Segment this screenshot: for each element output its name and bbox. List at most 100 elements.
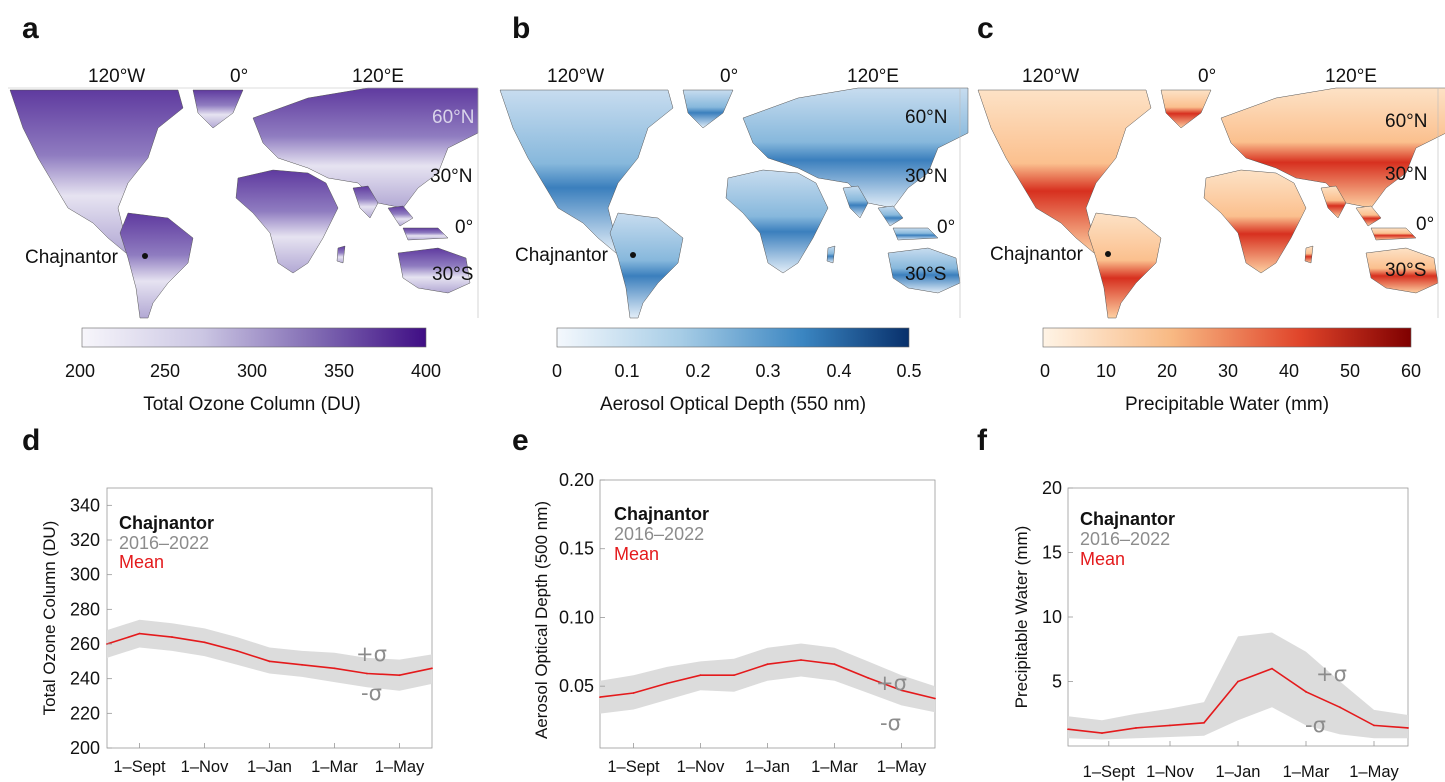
colorbar-tick: 0 — [552, 361, 562, 381]
y-tick-label: 260 — [70, 634, 100, 654]
y-tick-label: 280 — [70, 599, 100, 619]
panel-letter-d: d — [22, 424, 40, 457]
map-lat-label: 60°N — [432, 107, 474, 128]
mean-point — [1203, 721, 1205, 724]
x-tick-label: 1–Mar — [311, 758, 358, 776]
mean-point — [171, 636, 173, 638]
mean-point — [800, 659, 802, 661]
plus-sigma-label: +σ — [1316, 662, 1347, 686]
site-marker — [1105, 251, 1111, 257]
map-lon-label: 120°E — [1325, 66, 1377, 87]
chart-ozone-timeseries: 200 220 240 260 280 300 320 340 1–Sept 1–Nov 1–Jan… — [40, 487, 433, 776]
mean-point — [699, 674, 702, 677]
mean-point — [236, 650, 238, 652]
map-panel-aod: 120°W 0° 120°E 60°N 30°N 0° 30°S Chajnan… — [499, 66, 969, 415]
map-lon-label: 120°W — [547, 66, 604, 87]
y-tick-label: 240 — [70, 669, 100, 689]
site-label: Chajnantor — [515, 245, 609, 266]
x-tick-label: 1–Jan — [1216, 763, 1261, 781]
sigma-band — [600, 643, 935, 714]
legend-mean: Mean — [119, 552, 164, 572]
map-lat-label: 60°N — [1385, 111, 1427, 132]
y-tick-label: 200 — [70, 738, 100, 758]
map-lat-label: 30°S — [432, 264, 473, 285]
colorbar-tick: 20 — [1157, 361, 1177, 381]
y-tick-label: 20 — [1042, 478, 1062, 498]
legend-mean: Mean — [614, 544, 659, 564]
colorbar-tick: 50 — [1340, 361, 1360, 381]
colorbar-tick: 300 — [237, 361, 267, 381]
map-panel-ozone: 120°W 0° 120°E 60°N 30°N 0° 30°S Chajnan… — [8, 66, 479, 415]
mean-point — [934, 697, 936, 700]
mean-point — [366, 672, 368, 675]
sigma-band — [1068, 632, 1408, 740]
minus-sigma-label: -σ — [1305, 713, 1326, 737]
colorbar-tick: 30 — [1218, 361, 1238, 381]
y-tick-label: 0.10 — [559, 607, 594, 627]
x-tick-label: 1–Nov — [1146, 763, 1194, 781]
map-lat-label: 60°N — [905, 107, 947, 128]
y-tick-label: 300 — [70, 565, 100, 585]
y-tick-label: 320 — [70, 530, 100, 550]
map-lat-label: 0° — [455, 217, 473, 238]
mean-point — [1339, 706, 1341, 709]
map-lat-label: 30°N — [905, 166, 947, 187]
mean-point — [867, 677, 869, 679]
mean-point — [1407, 727, 1409, 729]
legend-mean: Mean — [1080, 549, 1125, 569]
mean-point — [599, 696, 601, 699]
panel-letter-c: c — [977, 12, 994, 45]
map-lat-label: 30°S — [1385, 260, 1426, 281]
y-tick-label: 0.05 — [559, 676, 594, 696]
map-lat-label: 30°S — [905, 264, 946, 285]
legend-site: Chajnantor — [614, 504, 709, 524]
y-tick-label: 0.20 — [559, 470, 594, 490]
mean-point — [1373, 724, 1375, 727]
y-tick-label: 220 — [70, 703, 100, 723]
map-land-pw — [977, 87, 1445, 319]
mean-point — [1305, 690, 1307, 693]
x-tick-label: 1–May — [1349, 763, 1399, 781]
mean-point — [268, 660, 271, 663]
map-lon-label: 120°E — [847, 66, 899, 87]
colorbar-tick: 0.3 — [755, 361, 780, 381]
mean-point — [301, 663, 303, 666]
plus-sigma-label: +σ — [356, 642, 387, 666]
legend-years: 2016–2022 — [1080, 529, 1170, 549]
map-lat-label: 0° — [937, 217, 955, 238]
map-lon-label: 0° — [1198, 66, 1216, 87]
map-lon-label: 120°W — [1022, 66, 1079, 87]
colorbar-tick: 0.5 — [896, 361, 921, 381]
colorbar-label: Aerosol Optical Depth (550 nm) — [600, 394, 866, 415]
panel-letter-f: f — [977, 424, 988, 457]
mean-point — [138, 632, 141, 635]
site-marker — [142, 253, 148, 259]
y-tick-label: 10 — [1042, 607, 1062, 627]
x-tick-label: 1–Jan — [247, 758, 292, 776]
x-tick-label: 1–Sept — [607, 758, 660, 776]
y-axis-label: Total Ozone Column (DU) — [40, 521, 59, 716]
mean-point — [203, 641, 206, 644]
panel-letter-b: b — [512, 12, 530, 45]
minus-sigma-label: -σ — [880, 711, 901, 735]
mean-point — [398, 674, 401, 677]
mean-point — [1169, 724, 1171, 727]
mean-point — [900, 689, 903, 692]
colorbar-tick: 250 — [150, 361, 180, 381]
y-axis-label: Aerosol Optical Depth (500 nm) — [532, 501, 551, 739]
mean-point — [1101, 732, 1103, 734]
site-label: Chajnantor — [25, 247, 119, 268]
x-tick-label: 1–Mar — [1283, 763, 1330, 781]
colorbar-label: Precipitable Water (mm) — [1125, 394, 1329, 415]
map-lon-label: 0° — [720, 66, 738, 87]
minus-sigma-label: -σ — [361, 681, 382, 705]
mean-point — [733, 674, 735, 677]
panel-letter-a: a — [22, 12, 39, 45]
map-land-aod — [499, 87, 969, 319]
x-tick-label: 1–May — [877, 758, 927, 776]
colorbar-pw — [1042, 327, 1412, 348]
mean-point — [1237, 680, 1239, 683]
legend-years: 2016–2022 — [614, 524, 704, 544]
x-tick-label: 1–Nov — [181, 758, 229, 776]
